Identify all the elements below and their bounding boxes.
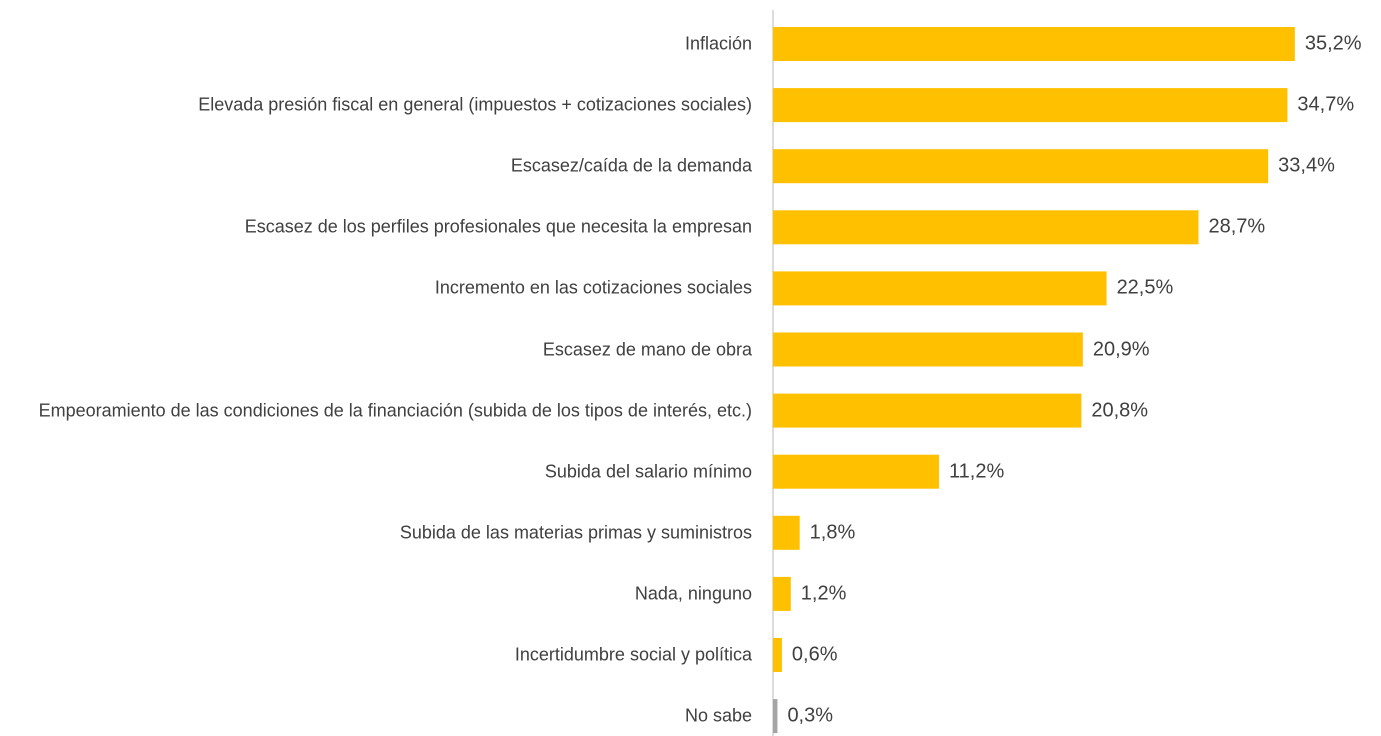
value-label: 20,9% [1092, 338, 1150, 360]
category-label: Incremento en las cotizaciones sociales [434, 277, 752, 298]
category-label: Inflación [684, 33, 752, 54]
value-label: 11,2% [949, 460, 1005, 483]
bar [773, 454, 940, 489]
bar [773, 332, 1083, 367]
category-label: No sabe [684, 705, 752, 726]
value-label: 34,7% [1297, 93, 1355, 116]
category-label: Subida del salario mínimo [544, 460, 752, 481]
bar [773, 576, 791, 611]
category-label: Escasez/caída de la demanda [510, 155, 752, 176]
bar [773, 393, 1082, 428]
bar [773, 271, 1107, 306]
category-label: Elevada presión fiscal en general (impue… [198, 94, 752, 115]
category-label: Incertidumbre social y política [514, 644, 752, 665]
value-label: 0,3% [787, 704, 834, 727]
bar [773, 27, 1295, 61]
bar [773, 149, 1269, 184]
value-label: 28,7% [1208, 215, 1266, 238]
category-label: Nada, ninguno [634, 583, 752, 604]
value-label: 1,2% [800, 582, 847, 605]
bar [773, 210, 1199, 245]
value-label: 35,2% [1304, 32, 1362, 55]
value-label: 0,6% [791, 643, 838, 666]
bar [773, 515, 800, 550]
category-label: Subida de las materias primas y suminist… [399, 522, 752, 543]
value-label: 20,8% [1091, 399, 1149, 422]
bar [773, 638, 782, 672]
bar [773, 88, 1288, 123]
bar [773, 699, 778, 734]
value-label: 22,5% [1116, 276, 1174, 299]
value-label: 1,8% [809, 521, 856, 544]
value-label: 33,4% [1278, 154, 1335, 177]
category-label: Escasez de los perfiles profesionales qu… [244, 216, 752, 237]
category-label: Escasez de mano de obra [542, 338, 752, 359]
category-label: Empeoramiento de las condiciones de la f… [38, 399, 752, 420]
